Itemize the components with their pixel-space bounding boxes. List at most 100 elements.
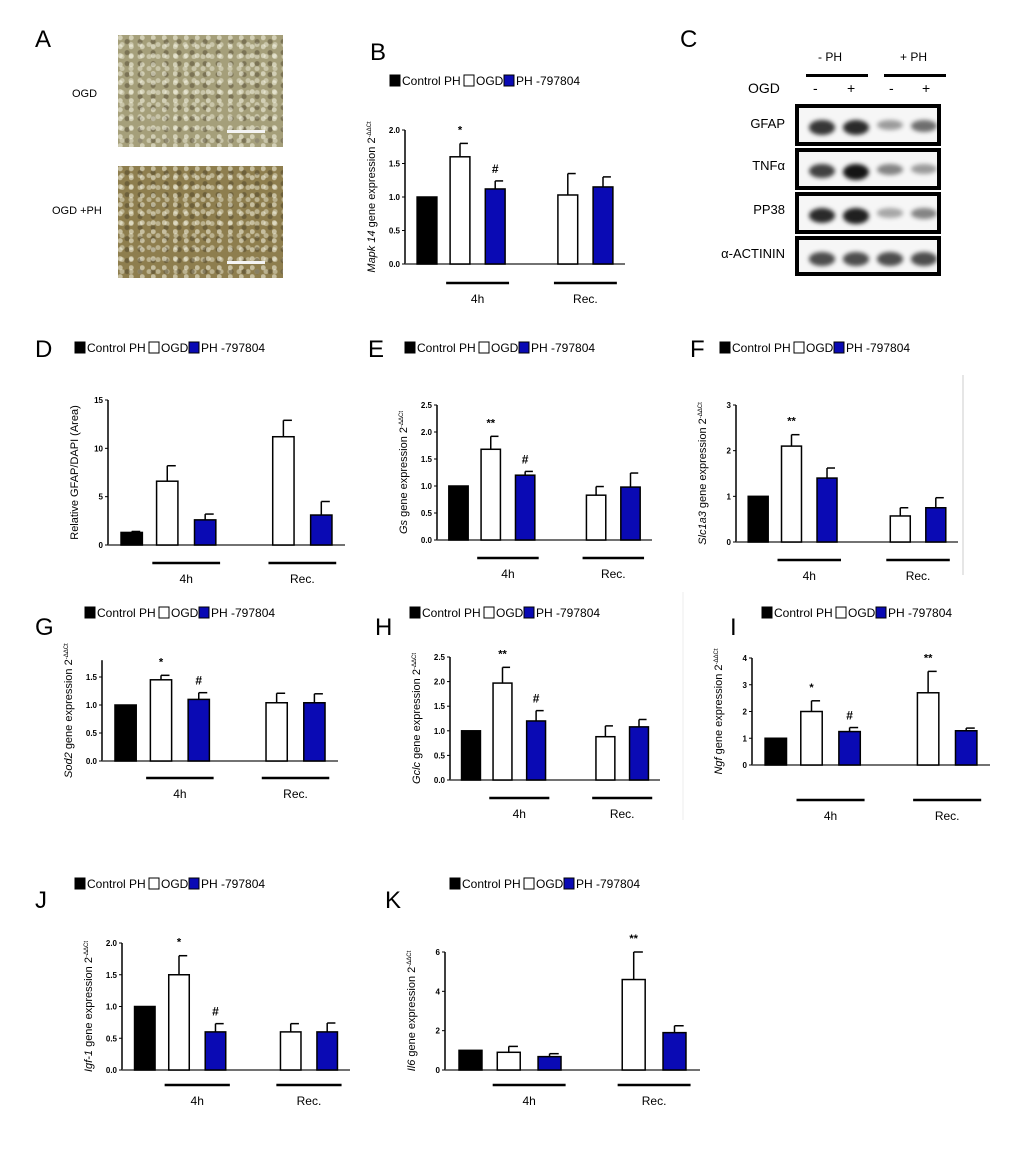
panel-letter: I — [730, 614, 737, 641]
legend-label: OGD — [536, 877, 564, 891]
y-tick-label: 1.5 — [434, 702, 446, 711]
blot-band — [911, 208, 937, 219]
group-label: Rec. — [297, 1094, 322, 1108]
significance-mark: # — [522, 452, 529, 466]
group-label: Rec. — [642, 1094, 667, 1108]
legend-label: PH -797804 — [888, 606, 952, 620]
y-tick-label: 6 — [436, 948, 441, 957]
y-axis-label: Igf-1 gene expression 2-ΔΔCt — [83, 941, 95, 1072]
group-label-plus-ph: + PH — [900, 50, 928, 64]
y-tick-label: 1.0 — [389, 193, 401, 202]
legend-swatch — [409, 606, 421, 619]
legend-swatch — [463, 74, 475, 87]
blot-band — [877, 252, 903, 266]
blot-band — [843, 208, 869, 224]
legend-label: PH -797804 — [201, 341, 265, 355]
y-label-text: Relative GFAP/DAPI (Area) — [69, 405, 81, 540]
y-tick-label: 0.5 — [421, 509, 433, 518]
panel-letter: K — [385, 887, 401, 914]
significance-mark: ** — [924, 652, 933, 664]
bar — [271, 435, 295, 546]
panel-letter: H — [375, 614, 392, 641]
y-axis-label: Ngf gene expression 2-ΔΔCt — [713, 648, 725, 774]
bar — [309, 514, 333, 546]
gene-name: Gs — [398, 519, 410, 534]
bar — [620, 486, 641, 541]
bar — [167, 974, 191, 1071]
scale-bar — [227, 130, 265, 133]
blot-band — [843, 120, 869, 135]
significance-mark: # — [492, 162, 499, 176]
blot-label: α-ACTININ — [721, 246, 785, 261]
bar — [496, 1051, 521, 1071]
group-label: 4h — [173, 787, 186, 801]
blot-band — [877, 164, 903, 175]
legend-swatch — [483, 606, 495, 619]
group-label: Rec. — [935, 809, 960, 823]
group-label: 4h — [803, 569, 816, 583]
bar — [838, 730, 862, 766]
significance-mark: * — [458, 124, 463, 136]
legend-swatch — [84, 606, 96, 619]
bar — [525, 720, 547, 781]
y-tick-label: 0.5 — [389, 227, 401, 236]
blot-band — [809, 120, 835, 135]
y-tick-label: 10 — [94, 444, 103, 453]
micrograph-ogd — [118, 35, 283, 147]
legend-label: PH -797804 — [536, 606, 600, 620]
legend-label: PH -797804 — [531, 341, 595, 355]
y-tick-label: 2.0 — [389, 126, 401, 135]
bar — [800, 710, 823, 766]
legend-swatch — [158, 606, 170, 619]
panel-letter: G — [35, 614, 54, 641]
y-tick-label: 0.0 — [106, 1066, 118, 1075]
legend-swatch — [404, 341, 416, 354]
bar — [916, 692, 940, 766]
y-label-text: gene expression 2 — [63, 659, 75, 752]
legend-label: OGD — [171, 606, 199, 620]
y-tick-label: 1.5 — [389, 160, 401, 169]
micrograph-label-ogd: OGD — [72, 88, 98, 100]
y-tick-label: 2 — [436, 1027, 441, 1036]
blot-band — [843, 252, 869, 266]
legend-swatch — [148, 877, 160, 890]
bar — [458, 1049, 483, 1071]
panel-letter: B — [370, 39, 386, 66]
significance-mark: # — [212, 1005, 219, 1019]
legend-label: OGD — [476, 74, 504, 88]
legend-label: Control PH — [87, 877, 146, 891]
legend-swatch — [188, 341, 200, 354]
y-axis-label: Gclc gene expression 2-ΔΔCt — [411, 653, 423, 784]
y-tick-label: 1.0 — [106, 1003, 118, 1012]
bar — [889, 515, 912, 543]
y-tick-label: 2 — [743, 708, 748, 717]
y-tick-label: 0.0 — [421, 536, 433, 545]
legend-swatch — [875, 606, 887, 619]
bar — [316, 1031, 339, 1071]
gene-name: Mapk 14 — [366, 230, 378, 272]
bar — [925, 507, 947, 543]
blot-label: GFAP — [750, 116, 785, 131]
ogd-sign: + — [922, 80, 931, 96]
bar — [187, 698, 211, 762]
y-tick-label: 1.0 — [86, 701, 98, 710]
y-label-superscript: -ΔΔCt — [84, 941, 90, 957]
bar — [279, 1031, 302, 1071]
bar — [133, 1005, 156, 1071]
y-tick-label: 1.5 — [86, 673, 98, 682]
significance-mark: ** — [486, 417, 495, 429]
legend-swatch — [478, 341, 490, 354]
legend-label: OGD — [161, 341, 189, 355]
group-label: 4h — [180, 572, 193, 586]
legend-swatch — [188, 877, 200, 890]
legend-swatch — [761, 606, 773, 619]
legend-label: OGD — [806, 341, 834, 355]
y-tick-label: 1 — [727, 492, 732, 501]
y-tick-label: 5 — [99, 493, 104, 502]
y-tick-label: 3 — [727, 401, 732, 410]
panel-letter: D — [35, 336, 52, 363]
legend-label: Control PH — [422, 606, 481, 620]
scale-bar — [227, 261, 265, 264]
legend-swatch — [449, 877, 461, 890]
gene-name: Slc1a3 — [697, 510, 709, 545]
